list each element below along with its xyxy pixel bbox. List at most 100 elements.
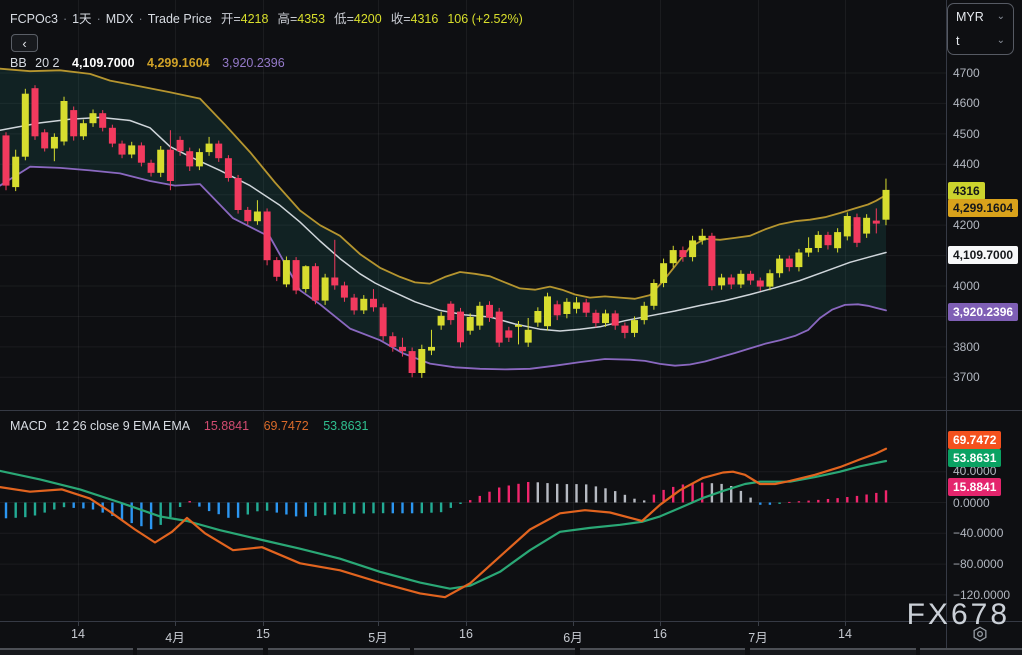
macd-histogram-bar (662, 489, 665, 503)
candle-body (582, 302, 590, 313)
candle-body (60, 101, 68, 142)
macd-histogram-bar (420, 502, 423, 514)
legend-separator: · (138, 12, 143, 26)
macd-histogram-bar (401, 502, 404, 514)
candle-body (89, 113, 97, 124)
candle-body (128, 145, 136, 155)
candle-body (108, 127, 116, 144)
price-tick-label: 4400 (953, 157, 980, 171)
candle-body (350, 297, 358, 311)
candle-body (408, 351, 416, 373)
time-axis-tick (466, 622, 467, 626)
candle-body (253, 211, 261, 222)
macd-histogram-bar (294, 502, 298, 517)
legend-separator: · (62, 12, 68, 26)
candle-body (524, 329, 532, 343)
candle-body (2, 135, 10, 186)
change-value: 106 (+2.52%) (447, 12, 523, 26)
bb-params: 20 2 (35, 56, 60, 70)
candle-body (195, 152, 203, 167)
macd-histogram-bar (536, 482, 539, 503)
candle-body (50, 136, 58, 149)
price-axis[interactable]: MYR ⌄ t ⌄ 4700 4600 4500 4400 4200 4000 3800 37… (946, 0, 1022, 648)
candle-body (234, 178, 242, 210)
series-type-label: Trade Price (147, 12, 212, 26)
macd-histogram-bar (410, 502, 414, 514)
candle-body (747, 273, 755, 281)
candle-body (495, 311, 503, 343)
price-tag: 4,109.7000 (948, 246, 1019, 264)
candle-body (805, 248, 813, 253)
candle-body (99, 113, 107, 128)
price-tick-label: 3700 (953, 370, 980, 384)
macd-histogram-bar (797, 501, 801, 503)
currency-dropdown[interactable]: MYR ⌄ (948, 5, 1013, 29)
candle-body (592, 312, 600, 324)
candle-body (205, 143, 213, 153)
back-button[interactable]: ‹ (11, 34, 38, 52)
time-axis-label: 16 (653, 627, 667, 641)
macd-histogram-bar (826, 499, 830, 503)
toolbar-button-top[interactable] (0, 648, 133, 655)
price-tag: 4316 (948, 182, 985, 200)
candle-body (785, 258, 793, 268)
price-tick-label: 4700 (953, 66, 980, 80)
macd-tick-label: −120.0000 (953, 588, 1011, 602)
bottom-toolbar-strip (0, 648, 1022, 655)
price-tick-label: 3800 (953, 340, 980, 354)
toolbar-button-top[interactable] (580, 648, 745, 655)
candle-body (534, 311, 542, 323)
candle-body (215, 143, 223, 159)
unit-dropdown[interactable]: t ⌄ (948, 29, 1013, 53)
macd-histogram-bar (72, 502, 75, 508)
macd-histogram-bar (807, 500, 810, 503)
candle-body (273, 260, 281, 277)
candle-body (263, 211, 271, 261)
toolbar-button-top[interactable] (268, 648, 410, 655)
macd-histogram-bar (643, 500, 646, 503)
candle-body (727, 277, 735, 285)
candle-body (544, 296, 551, 327)
candle-body (428, 346, 435, 351)
macd-histogram-bar (159, 502, 162, 525)
currency-unit-selector: MYR ⌄ t ⌄ (947, 3, 1014, 55)
candle-body (360, 298, 368, 311)
candle-body (379, 307, 387, 337)
macd-line (0, 447, 888, 599)
macd-histogram-bar (217, 502, 220, 515)
candle-body (563, 301, 571, 314)
settings-gear-icon[interactable] (971, 625, 989, 643)
candle-body (814, 234, 822, 248)
open-label: 开= (220, 12, 241, 26)
macd-histogram-bar (459, 502, 462, 504)
macd-histogram-bar (652, 494, 656, 503)
candle-body (776, 258, 784, 274)
macd-histogram-bar (323, 502, 327, 516)
candle-body (708, 235, 716, 286)
watermark: FX678 (906, 598, 1010, 631)
time-axis-label: 6月 (563, 631, 583, 645)
toolbar-button-top[interactable] (137, 648, 263, 655)
indicator-value-tag: 69.7472 (948, 431, 1002, 449)
macd-histogram-bar (846, 497, 849, 503)
macd-histogram-bar (884, 490, 888, 503)
macd-histogram-bar (198, 502, 201, 507)
macd-indicator-name: MACD (10, 419, 47, 433)
time-axis[interactable]: 14 4月 15 5月 16 6月 16 7月 14 (0, 622, 946, 648)
macd-histogram-bar (362, 502, 365, 514)
candle-body (553, 304, 561, 316)
macd-histogram-bar (381, 502, 385, 514)
macd-histogram-bar (352, 502, 356, 514)
toolbar-button-top[interactable] (750, 648, 916, 655)
toolbar-button-top[interactable] (414, 648, 575, 655)
macd-histogram-bar (333, 502, 336, 515)
macd-histogram-bar (691, 483, 694, 503)
candle-body (679, 250, 687, 258)
macd-histogram-bar (33, 502, 37, 516)
low-value: 4200 (353, 12, 382, 26)
toolbar-button-top[interactable] (920, 648, 1022, 655)
bb-upper-value: 4,299.1604 (147, 56, 210, 70)
macd-histogram-bar (62, 502, 66, 508)
macd-line-value: 69.7472 (263, 419, 309, 433)
